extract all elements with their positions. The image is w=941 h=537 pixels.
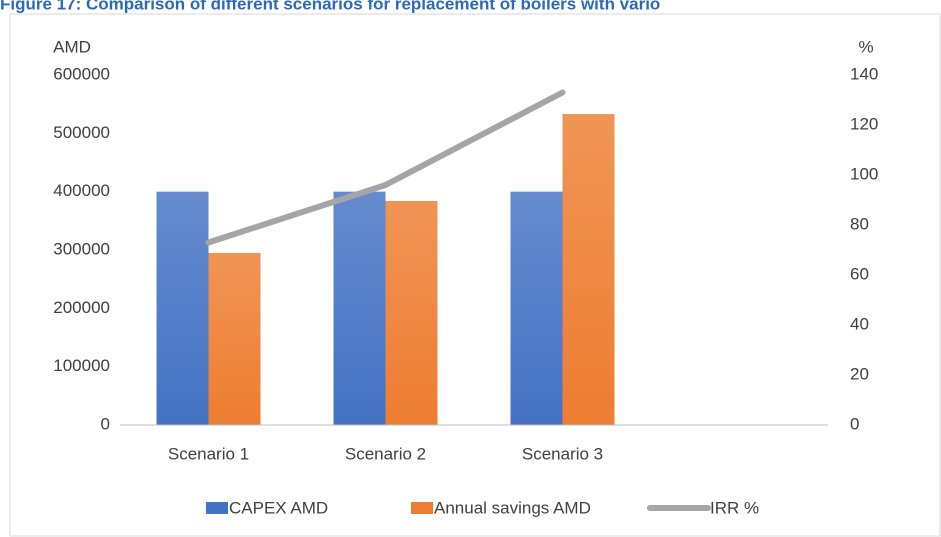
y2-tick-label: 0 xyxy=(850,414,859,433)
y2-tick-label: 100 xyxy=(850,164,878,183)
legend-label: Annual savings AMD xyxy=(434,498,591,517)
x-tick-label: Scenario 3 xyxy=(522,444,603,463)
y-tick-label: 300000 xyxy=(53,239,110,258)
y-tick-label: 500000 xyxy=(53,123,110,142)
y2-tick-label: 140 xyxy=(850,64,878,83)
y-axis-label: AMD xyxy=(53,37,91,56)
x-tick-label: Scenario 2 xyxy=(345,444,426,463)
legend-label: IRR % xyxy=(710,498,759,517)
bar xyxy=(156,191,209,425)
x-tick-label: Scenario 1 xyxy=(168,444,249,463)
y-tick-label: 400000 xyxy=(53,181,110,200)
line-series xyxy=(205,89,566,246)
y2-tick-label: 60 xyxy=(850,264,869,283)
y-tick-label: 100000 xyxy=(53,356,110,375)
y2-tick-label: 80 xyxy=(850,214,869,233)
bar xyxy=(333,191,386,425)
legend-label: CAPEX AMD xyxy=(229,498,328,517)
bar xyxy=(208,252,261,425)
bar xyxy=(562,114,615,425)
y2-axis-label: % xyxy=(858,37,873,56)
chart-title: Figure 17: Comparison of different scena… xyxy=(0,0,660,13)
legend-swatch xyxy=(411,502,433,514)
y-tick-label: 200000 xyxy=(53,298,110,317)
y2-tick-label: 20 xyxy=(850,364,869,383)
legend-swatch xyxy=(206,502,228,514)
bar xyxy=(510,191,563,425)
bar xyxy=(385,201,438,425)
y-tick-label: 0 xyxy=(101,414,110,433)
y2-tick-label: 120 xyxy=(850,114,878,133)
y2-tick-label: 40 xyxy=(850,314,869,333)
chart-frame xyxy=(9,13,941,537)
y-tick-label: 600000 xyxy=(53,64,110,83)
